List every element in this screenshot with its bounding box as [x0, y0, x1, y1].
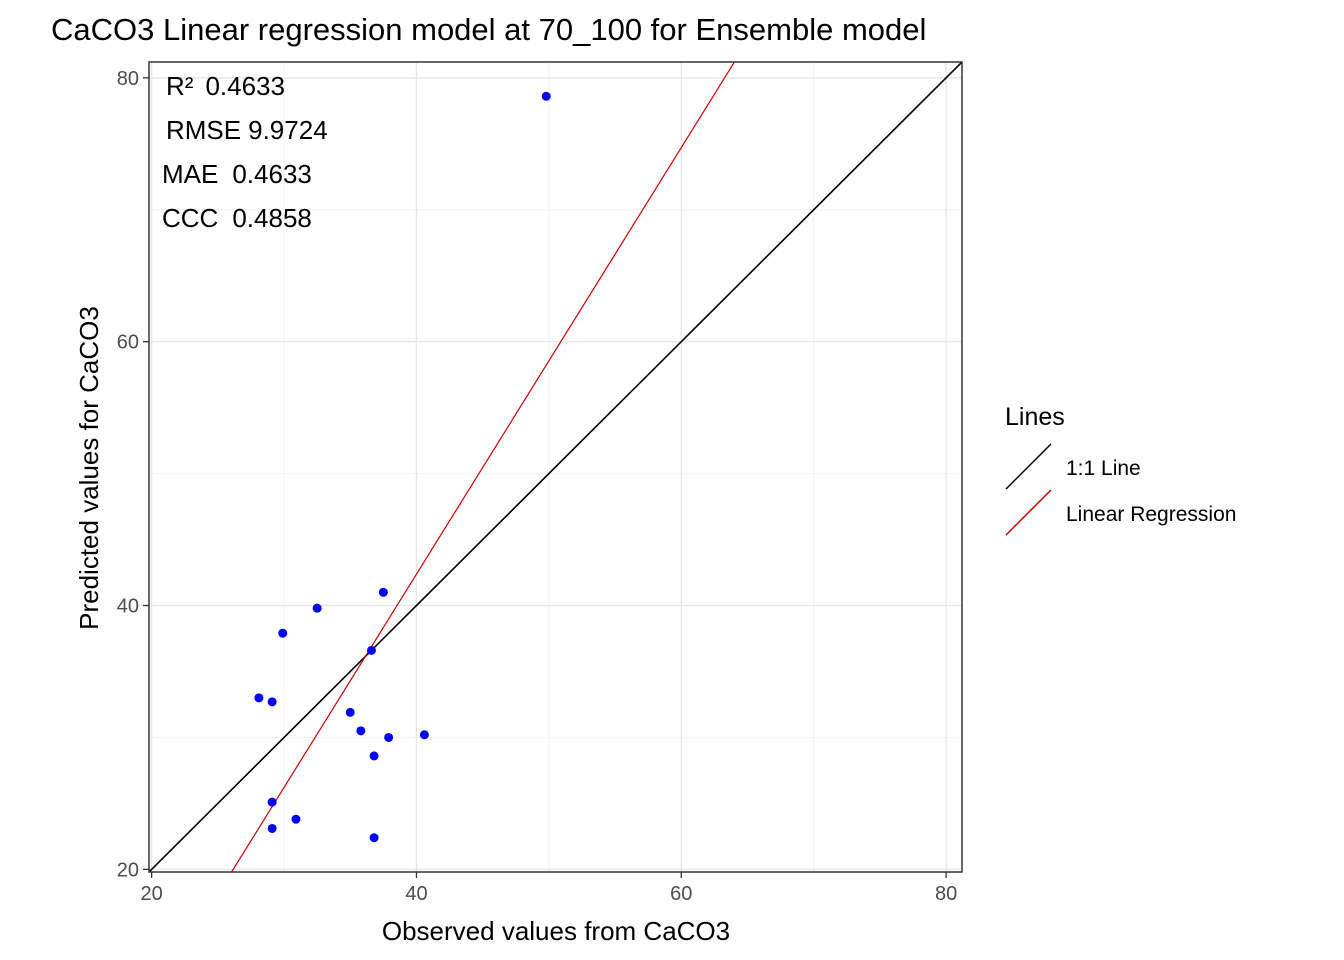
plot-border — [148, 61, 963, 873]
stat-mae-label: MAE — [162, 159, 218, 189]
stat-r2: R² 0.4633 — [166, 71, 285, 101]
data-point — [267, 823, 277, 833]
data-point — [291, 814, 301, 824]
series-line-linear-regression — [230, 62, 736, 872]
legend-key-1-1-line — [1005, 443, 1052, 490]
legend-label-linear-regression: Linear Regression — [1066, 503, 1236, 526]
stat-r2-value: 0.4633 — [205, 71, 285, 101]
stat-ccc-value: 0.4858 — [232, 203, 312, 233]
data-point — [419, 730, 429, 740]
data-point — [254, 693, 264, 703]
data-point — [267, 697, 277, 707]
data-points — [254, 91, 551, 843]
x-tick-label: 40 — [405, 883, 427, 905]
stat-mae: MAE 0.4633 — [162, 159, 312, 189]
y-tick-label: 60 — [117, 332, 139, 354]
stat-rmse-value: 9.9724 — [248, 115, 328, 145]
x-tick-label: 60 — [670, 883, 692, 905]
gridlines — [149, 62, 962, 872]
x-axis-title: Observed values from CaCO3 — [382, 916, 730, 946]
data-point — [345, 707, 355, 717]
stat-rmse-label: RMSE — [166, 115, 241, 145]
stat-ccc-label: CCC — [162, 203, 218, 233]
data-point — [366, 645, 376, 655]
data-point — [384, 732, 394, 742]
legend-label-1-1-line: 1:1 Line — [1066, 457, 1141, 480]
data-point — [312, 603, 322, 613]
x-axis: 20 40 60 80 — [141, 872, 957, 905]
legend-title: Lines — [1005, 403, 1065, 431]
data-point — [369, 751, 379, 761]
stat-r2-label: R² — [166, 71, 194, 101]
stats-annotations: R² 0.4633 RMSE 9.9724 MAE 0.4633 CCC 0.4858 — [162, 71, 328, 233]
y-axis-title: Predicted values for CaCO3 — [74, 306, 104, 630]
y-axis: 20 40 60 80 — [117, 68, 149, 881]
stat-ccc: CCC 0.4858 — [162, 203, 312, 233]
data-point — [541, 91, 551, 101]
x-tick-label: 20 — [141, 883, 163, 905]
data-point — [356, 726, 366, 736]
series-line-1-1-line — [149, 62, 962, 872]
legend-key-linear-regression — [1005, 489, 1052, 536]
data-point — [369, 833, 379, 843]
data-point — [378, 587, 388, 597]
y-tick-label: 80 — [117, 68, 139, 90]
stat-mae-value: 0.4633 — [232, 159, 312, 189]
reference-lines — [149, 62, 962, 872]
data-point — [267, 797, 277, 807]
chart-title: CaCO3 Linear regression model at 70_100 … — [51, 12, 926, 47]
stat-rmse: RMSE 9.9724 — [166, 115, 328, 145]
data-point — [278, 628, 288, 638]
y-tick-label: 20 — [117, 859, 139, 881]
y-tick-label: 40 — [117, 596, 139, 618]
legend: Lines 1:1 Line Linear Regression — [1005, 403, 1236, 536]
x-tick-label: 80 — [935, 883, 957, 905]
